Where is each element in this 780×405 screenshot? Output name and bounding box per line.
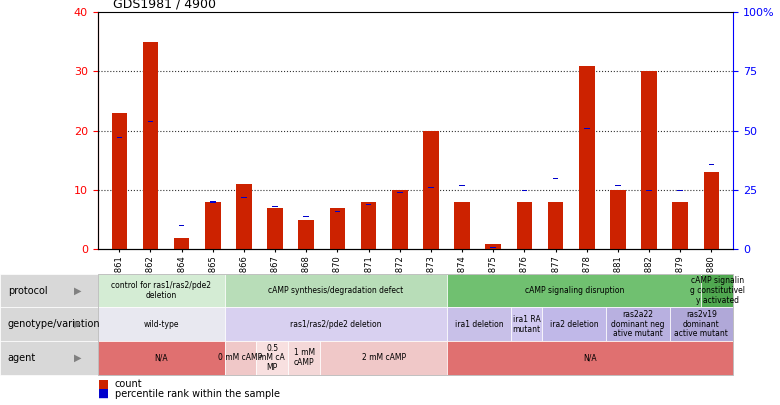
Text: 0 mM cAMP: 0 mM cAMP [218,353,263,362]
Bar [615,185,621,186]
Text: ira2 deletion: ira2 deletion [550,320,598,329]
Bar [268,208,283,249]
Text: ■: ■ [98,387,108,400]
Bar [553,178,558,179]
Bar [112,113,127,249]
Bar [641,72,657,249]
Bar [236,184,252,249]
Bar [610,190,626,249]
Text: N/A: N/A [154,353,168,362]
Bar [397,192,402,193]
Text: ras2v19
dominant
active mutant: ras2v19 dominant active mutant [675,310,729,339]
Text: ras1/ras2/pde2 deletion: ras1/ras2/pde2 deletion [290,320,381,329]
Bar [303,216,309,217]
Bar [522,190,527,191]
Text: count: count [115,379,142,389]
Text: agent: agent [8,353,36,363]
Bar [423,131,438,249]
Bar [116,137,122,139]
Bar [459,185,465,186]
Text: ras2a22
dominant neg
ative mutant: ras2a22 dominant neg ative mutant [611,310,665,339]
Text: genotype/variation: genotype/variation [8,319,101,329]
Text: ▶: ▶ [74,319,82,329]
Bar [672,202,688,249]
Bar [241,197,246,198]
Text: 1 mM
cAMP: 1 mM cAMP [293,348,314,367]
Bar [174,238,190,249]
Bar [179,225,184,226]
Bar [516,202,532,249]
Bar [299,220,314,249]
Text: control for ras1/ras2/pde2
deletion: control for ras1/ras2/pde2 deletion [111,281,211,300]
Text: ■: ■ [98,377,108,390]
Text: N/A: N/A [583,353,597,362]
Bar [366,204,371,205]
Bar [205,202,221,249]
Text: GDS1981 / 4900: GDS1981 / 4900 [113,0,216,10]
Bar [392,190,408,249]
Bar [704,173,719,249]
Bar [584,128,590,129]
Text: ▶: ▶ [74,353,82,363]
Bar [454,202,470,249]
Bar [647,190,652,191]
Bar [272,206,278,207]
Bar [361,202,377,249]
Bar [147,121,154,122]
Bar [548,202,563,249]
Text: ira1 RA
mutant: ira1 RA mutant [512,315,541,334]
Bar [485,243,501,249]
Bar [330,208,346,249]
Text: 0.5
mM cA
MP: 0.5 mM cA MP [260,343,285,372]
Text: 2 mM cAMP: 2 mM cAMP [361,353,406,362]
Bar [428,187,434,188]
Text: percentile rank within the sample: percentile rank within the sample [115,388,280,399]
Text: wild-type: wild-type [144,320,179,329]
Text: ▶: ▶ [74,286,82,296]
Bar [210,201,215,202]
Bar [579,66,594,249]
Text: cAMP signaling disruption: cAMP signaling disruption [525,286,624,295]
Bar [335,211,340,212]
Text: cAMP synthesis/degradation defect: cAMP synthesis/degradation defect [268,286,403,295]
Bar [677,190,683,191]
Text: ira1 deletion: ira1 deletion [455,320,503,329]
Bar [143,42,158,249]
Text: protocol: protocol [8,286,48,296]
Text: cAMP signalin
g constitutivel
y activated: cAMP signalin g constitutivel y activate… [690,276,745,305]
